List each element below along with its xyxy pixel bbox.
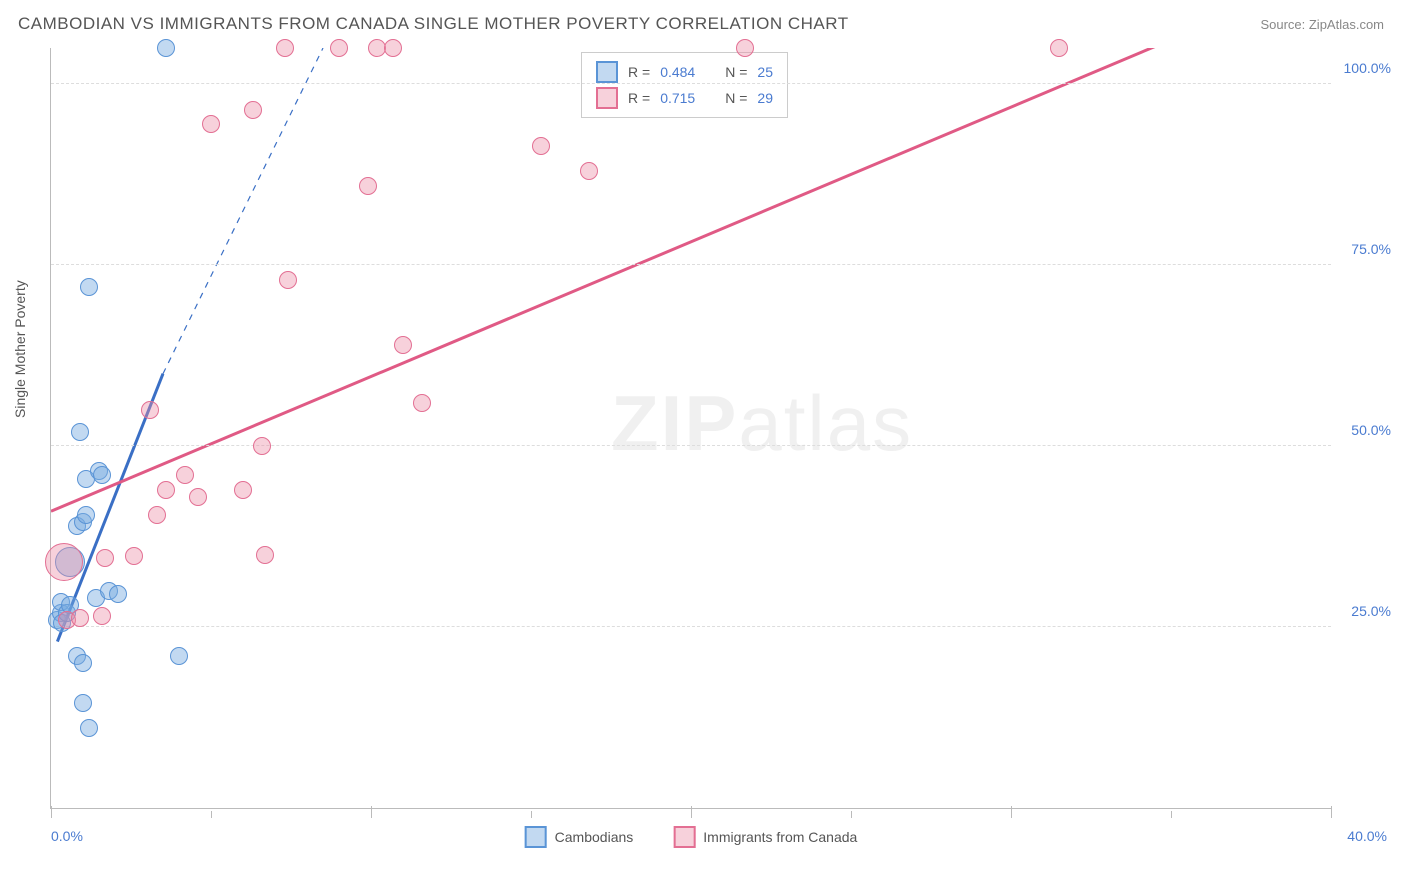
legend-item-immigrants: Immigrants from Canada xyxy=(673,826,857,848)
r-label: R = xyxy=(628,90,650,106)
data-point xyxy=(93,607,111,625)
data-point xyxy=(77,506,95,524)
data-point xyxy=(1050,39,1068,57)
y-tick-label: 100.0% xyxy=(1344,60,1391,76)
x-tick xyxy=(1171,811,1172,818)
scatter-plot: ZIPatlas R = 0.484 N = 25 R = 0.715 N = … xyxy=(50,48,1331,809)
data-point xyxy=(330,39,348,57)
legend-label-immigrants: Immigrants from Canada xyxy=(703,829,857,845)
data-point xyxy=(276,39,294,57)
data-point xyxy=(244,101,262,119)
legend-item-cambodians: Cambodians xyxy=(525,826,634,848)
gridline xyxy=(51,83,1331,84)
n-value-cambodians: 25 xyxy=(757,64,773,80)
x-tick xyxy=(851,811,852,818)
n-label: N = xyxy=(725,90,747,106)
data-point xyxy=(580,162,598,180)
r-value-cambodians: 0.484 xyxy=(660,64,695,80)
x-tick xyxy=(371,806,372,818)
data-point xyxy=(125,547,143,565)
data-point xyxy=(736,39,754,57)
legend-swatch-immigrants xyxy=(596,87,618,109)
data-point xyxy=(253,437,271,455)
data-point xyxy=(394,336,412,354)
y-axis-label: Single Mother Poverty xyxy=(12,280,28,418)
x-tick xyxy=(1331,806,1332,818)
data-point xyxy=(170,647,188,665)
data-point xyxy=(189,488,207,506)
x-tick xyxy=(51,806,52,818)
data-point xyxy=(109,585,127,603)
data-point xyxy=(202,115,220,133)
gridline xyxy=(51,626,1331,627)
x-tick xyxy=(691,806,692,818)
series-legend: Cambodians Immigrants from Canada xyxy=(525,826,858,848)
legend-swatch-cambodians xyxy=(596,61,618,83)
data-point xyxy=(532,137,550,155)
n-value-immigrants: 29 xyxy=(757,90,773,106)
legend-row-immigrants: R = 0.715 N = 29 xyxy=(596,85,773,111)
legend-swatch-cambodians-icon xyxy=(525,826,547,848)
gridline xyxy=(51,264,1331,265)
gridline xyxy=(51,445,1331,446)
y-tick-label: 75.0% xyxy=(1351,241,1391,257)
y-tick-label: 25.0% xyxy=(1351,603,1391,619)
data-point xyxy=(279,271,297,289)
chart-header: CAMBODIAN VS IMMIGRANTS FROM CANADA SING… xyxy=(0,0,1406,44)
correlation-legend: R = 0.484 N = 25 R = 0.715 N = 29 xyxy=(581,52,788,118)
watermark: ZIPatlas xyxy=(611,378,913,469)
r-value-immigrants: 0.715 xyxy=(660,90,695,106)
data-point xyxy=(256,546,274,564)
data-point xyxy=(176,466,194,484)
legend-row-cambodians: R = 0.484 N = 25 xyxy=(596,59,773,85)
data-point xyxy=(157,481,175,499)
data-point xyxy=(80,719,98,737)
trend-lines xyxy=(51,48,1331,808)
watermark-atlas: atlas xyxy=(738,379,913,467)
data-point xyxy=(359,177,377,195)
data-point xyxy=(384,39,402,57)
legend-label-cambodians: Cambodians xyxy=(555,829,634,845)
data-point xyxy=(71,609,89,627)
data-point xyxy=(74,654,92,672)
data-point xyxy=(148,506,166,524)
legend-swatch-immigrants-icon xyxy=(673,826,695,848)
data-point xyxy=(234,481,252,499)
data-point xyxy=(80,278,98,296)
watermark-zip: ZIP xyxy=(611,379,738,467)
x-tick xyxy=(531,811,532,818)
y-tick-label: 50.0% xyxy=(1351,422,1391,438)
r-label: R = xyxy=(628,64,650,80)
n-label: N = xyxy=(725,64,747,80)
x-tick xyxy=(1011,806,1012,818)
x-tick-label: 40.0% xyxy=(1347,828,1387,844)
x-tick xyxy=(211,811,212,818)
data-point xyxy=(74,694,92,712)
chart-area: Single Mother Poverty ZIPatlas R = 0.484… xyxy=(18,48,1388,868)
data-point xyxy=(45,543,83,581)
data-point xyxy=(141,401,159,419)
data-point xyxy=(93,466,111,484)
data-point xyxy=(71,423,89,441)
data-point xyxy=(413,394,431,412)
data-point xyxy=(96,549,114,567)
chart-source: Source: ZipAtlas.com xyxy=(1260,17,1384,32)
data-point xyxy=(157,39,175,57)
chart-title: CAMBODIAN VS IMMIGRANTS FROM CANADA SING… xyxy=(18,14,849,34)
x-tick-label: 0.0% xyxy=(51,828,83,844)
